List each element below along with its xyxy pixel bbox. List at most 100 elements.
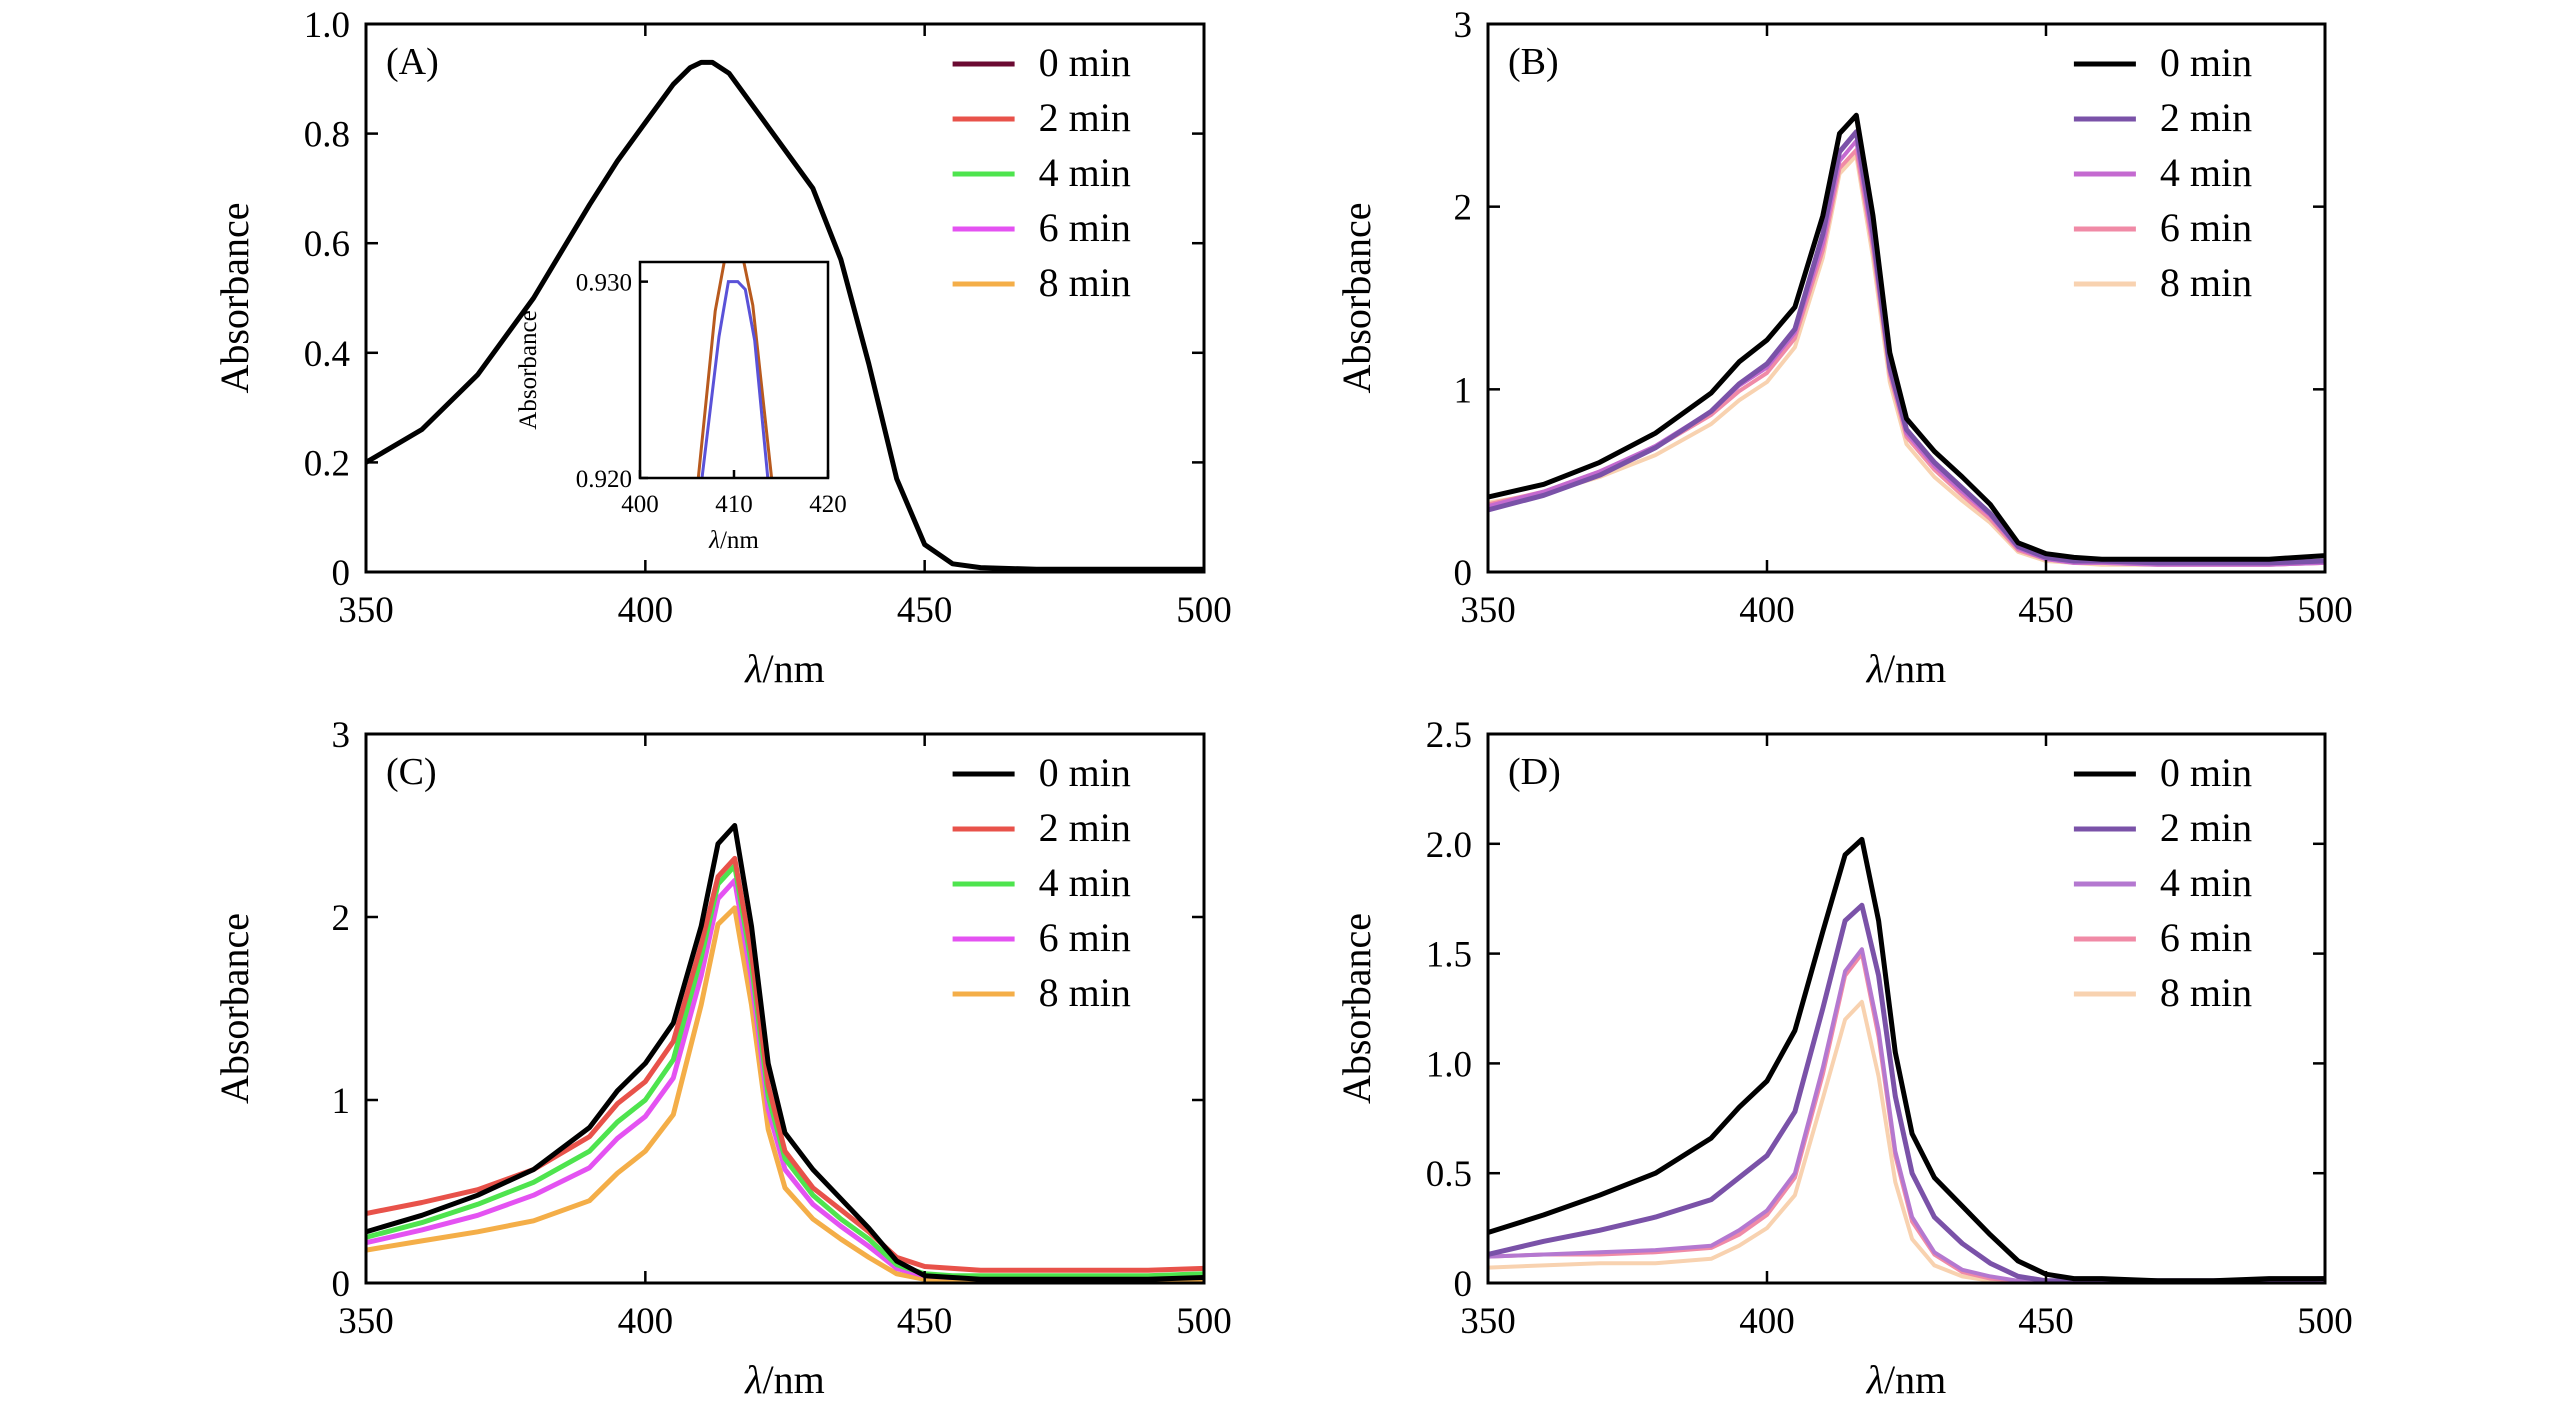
legend-label: 0 min — [1039, 750, 1131, 795]
legend-label: 0 min — [1039, 40, 1131, 85]
inset-line-6-min — [700, 280, 770, 478]
panel-label: (A) — [386, 41, 439, 83]
x-axis-title: λ/nm — [1866, 1357, 1947, 1402]
x-tick-label: 450 — [2018, 590, 2074, 631]
series-line-2-min — [366, 855, 1204, 1273]
legend-label: 8 min — [1039, 260, 1131, 305]
panel-label: (D) — [1508, 751, 1561, 793]
x-axis-title: λ/nm — [744, 646, 825, 691]
y-axis-title: Absorbance — [212, 913, 257, 1104]
y-tick-label: 1.5 — [1426, 935, 1472, 976]
inset-x-tick-label: 420 — [809, 491, 847, 518]
panel-a: 350 400 450 500 0 0.2 0.4 0.6 0.8 1.0 λ/nm Absorban… — [212, 5, 1232, 691]
x-axis-title: λ/nm — [744, 1357, 825, 1402]
legend-label: 2 min — [2160, 95, 2252, 140]
series-line-0-min — [1488, 836, 2325, 1283]
y-tick-label: 0.5 — [1426, 1154, 1472, 1195]
inset-y-tick-label: 0.920 — [576, 466, 632, 493]
x-axis-title-symbol: λ — [744, 1357, 762, 1402]
y-tick-label: 2.5 — [1426, 715, 1472, 756]
x-tick-label: 500 — [1176, 590, 1232, 631]
x-tick-label: 350 — [338, 1301, 394, 1342]
x-tick-label: 450 — [897, 1301, 953, 1342]
y-tick-label: 0 — [332, 553, 351, 594]
y-tick-label: 2 — [332, 898, 351, 939]
x-axis-title-symbol: λ — [1866, 646, 1884, 691]
series-line-overlay — [366, 59, 1204, 572]
plot-frame — [1486, 22, 2327, 574]
x-axis-title-unit: /nm — [1884, 646, 1946, 691]
plot-frame — [1486, 732, 2327, 1285]
y-tick-label: 1.0 — [304, 5, 350, 46]
inset-x-title-symbol: λ — [708, 527, 720, 554]
series-group — [1488, 112, 2325, 567]
panel-d: 350 400 450 500 0 0.5 1.0 1.5 2.0 2.5 λ/nm Absorban… — [1334, 715, 2353, 1402]
y-tick-label: 0.2 — [304, 443, 350, 484]
legend-label: 6 min — [2160, 915, 2252, 960]
legend-label: 4 min — [2160, 150, 2252, 195]
x-tick-label: 350 — [1460, 590, 1516, 631]
plot-frame — [364, 22, 1206, 574]
y-tick-label: 1 — [1454, 370, 1473, 411]
x-axis-title-symbol: λ — [1866, 1357, 1884, 1402]
inset-plot: 400 410 420 0.920 0.930 λ/nm Absorbance — [515, 260, 847, 554]
y-tick-label: 1 — [332, 1081, 351, 1122]
series-group — [366, 59, 1204, 572]
panel-c: 350 400 450 500 0 1 2 3 λ/nm Absorbance (C) 0 min 2 … — [212, 715, 1232, 1402]
x-axis-title-unit: /nm — [763, 646, 825, 691]
legend-label: 8 min — [2160, 970, 2252, 1015]
inset-background — [640, 262, 828, 478]
series-line-2-min — [1488, 129, 2325, 566]
y-tick-label: 0 — [1454, 553, 1473, 594]
series-group — [1488, 836, 2325, 1283]
inset-x-title: λ/nm — [708, 527, 759, 554]
legend-label: 0 min — [2160, 40, 2252, 85]
legend-label: 6 min — [2160, 205, 2252, 250]
x-axis-title-unit: /nm — [1884, 1357, 1946, 1402]
series-line-0-min — [1488, 112, 2325, 562]
x-tick-label: 400 — [1739, 590, 1795, 631]
panel-label: (B) — [1508, 41, 1559, 83]
x-axis-title-unit: /nm — [763, 1357, 825, 1402]
inset-x-tick-label: 410 — [715, 491, 753, 518]
y-tick-label: 3 — [1454, 5, 1473, 46]
plot-frame — [364, 732, 1206, 1285]
legend-label: 6 min — [1039, 915, 1131, 960]
legend-label: 8 min — [2160, 260, 2252, 305]
legend-label: 2 min — [2160, 805, 2252, 850]
y-tick-label: 1.0 — [1426, 1044, 1472, 1085]
y-axis-title: Absorbance — [1334, 913, 1379, 1104]
x-tick-label: 450 — [2018, 1301, 2074, 1342]
y-tick-label: 0 — [332, 1264, 351, 1305]
inset-x-tick-label: 400 — [621, 491, 659, 518]
y-tick-label: 0.4 — [304, 334, 350, 375]
x-tick-label: 400 — [618, 1301, 674, 1342]
legend-label: 2 min — [1039, 95, 1131, 140]
legend-label: 4 min — [2160, 860, 2252, 905]
y-tick-label: 2.0 — [1426, 825, 1472, 866]
legend-label: 2 min — [1039, 805, 1131, 850]
y-axis-title: Absorbance — [1334, 202, 1379, 393]
panel-label: (C) — [386, 751, 437, 793]
series-group — [366, 823, 1204, 1282]
y-axis-title: Absorbance — [212, 202, 257, 393]
x-tick-label: 450 — [897, 590, 953, 631]
x-axis-title-symbol: λ — [744, 646, 762, 691]
x-tick-label: 500 — [2297, 590, 2353, 631]
y-tick-label: 3 — [332, 715, 351, 756]
panel-b: 350 400 450 500 0 1 2 3 λ/nm Absorbance (B) 0 min 2 … — [1334, 5, 2353, 691]
inset-x-title-unit: /nm — [720, 527, 759, 554]
legend-label: 4 min — [1039, 860, 1131, 905]
legend-label: 6 min — [1039, 205, 1131, 250]
y-tick-label: 0.8 — [304, 115, 350, 156]
y-tick-label: 2 — [1454, 188, 1473, 229]
x-tick-label: 350 — [338, 590, 394, 631]
series-line-8-min — [366, 905, 1204, 1282]
inset-series-group — [696, 262, 774, 478]
legend-label: 8 min — [1039, 970, 1131, 1015]
legend-label: 4 min — [1039, 150, 1131, 195]
legend-label: 0 min — [2160, 750, 2252, 795]
x-tick-label: 500 — [2297, 1301, 2353, 1342]
series-line-4-min — [366, 863, 1204, 1279]
